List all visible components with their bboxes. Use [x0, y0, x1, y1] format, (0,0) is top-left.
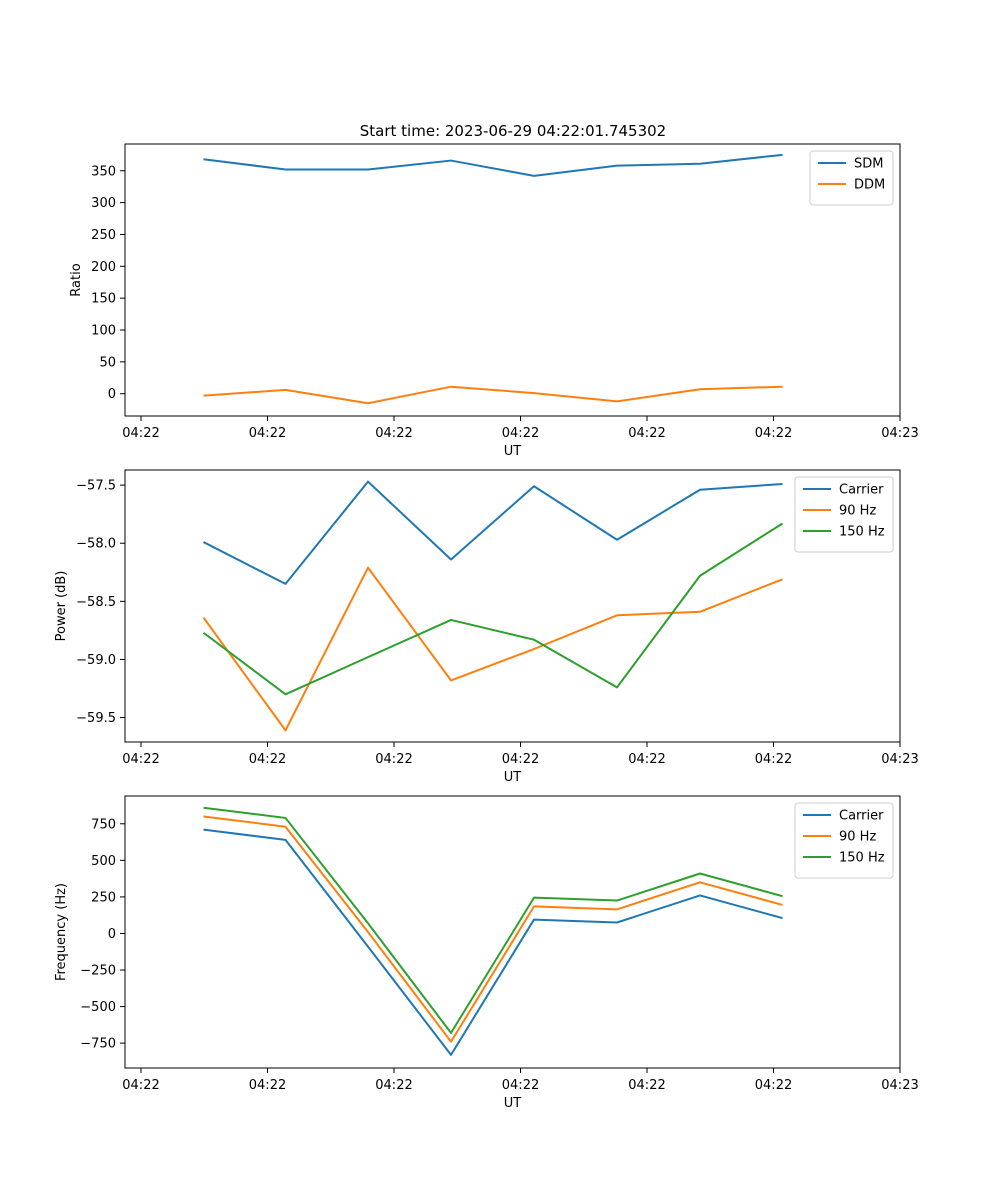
x-tick-label: 04:22	[375, 752, 412, 767]
x-tick-label: 04:22	[755, 1078, 792, 1093]
x-tick-label: 04:22	[375, 426, 412, 441]
x-tick-label: 04:23	[881, 1078, 918, 1093]
legend-label: Carrier	[839, 483, 884, 498]
plot-area	[125, 470, 900, 742]
legend-box	[794, 476, 894, 553]
x-tick-label: 04:23	[881, 752, 918, 767]
y-tick-label: −750	[80, 1037, 116, 1052]
y-tick-label: −250	[80, 964, 116, 979]
x-tick-label: 04:22	[249, 752, 286, 767]
x-tick-label: 04:22	[628, 752, 665, 767]
x-tick-label: 04:22	[755, 752, 792, 767]
series-line-carrier	[203, 480, 783, 585]
y-tick-label: 250	[91, 228, 116, 243]
series-line-90-hz	[203, 815, 783, 1043]
legend: Carrier 90 Hz 150 Hz	[794, 802, 894, 879]
series-line-carrier	[203, 828, 783, 1056]
x-tick-label: 04:22	[122, 752, 159, 767]
y-axis-label: Frequency (Hz)	[54, 883, 69, 981]
y-tick-label: 500	[91, 854, 116, 869]
series-lines	[203, 153, 783, 405]
y-tick-label: 0	[108, 927, 116, 942]
x-tick-label: 04:22	[249, 1078, 286, 1093]
legend-label: 90 Hz	[839, 830, 876, 845]
x-tick-label: 04:22	[502, 752, 539, 767]
y-tick-label: 50	[99, 355, 116, 370]
legend-box	[794, 802, 894, 879]
series-line-150-hz	[203, 806, 783, 1034]
subplot-group: 04:22 04:22 04:22 04:22 04:22 04:22 04:23 0 50 10…	[54, 143, 919, 1111]
x-tick-label: 04:22	[249, 426, 286, 441]
legend: Carrier 90 Hz 150 Hz	[794, 476, 894, 553]
plot-area	[125, 144, 900, 416]
x-tick-label: 04:22	[122, 1078, 159, 1093]
y-tick-label: 0	[108, 387, 116, 402]
x-tick-label: 04:22	[122, 426, 159, 441]
x-tick-label: 04:22	[502, 1078, 539, 1093]
series-line-ddm	[203, 385, 783, 405]
y-axis-label: Ratio	[69, 263, 84, 296]
x-axis-label: UT	[504, 770, 522, 785]
y-tick-label: 750	[91, 817, 116, 832]
y-tick-label: 150	[91, 292, 116, 307]
axes-frame	[124, 469, 901, 743]
subplot-3: 04:22 04:22 04:22 04:22 04:22 04:22 04:23 −750 −…	[54, 795, 919, 1111]
series-line-150-hz	[202, 522, 784, 696]
x-tick-label: 04:22	[502, 426, 539, 441]
y-tick-label: 200	[91, 260, 116, 275]
legend-box	[809, 150, 894, 206]
y-tick-label: 300	[91, 196, 116, 211]
legend-label: 150 Hz	[839, 525, 885, 540]
y-tick-label: −58.5	[76, 595, 116, 610]
x-tick-label: 04:22	[628, 1078, 665, 1093]
axes-frame	[124, 143, 901, 417]
figure-title: Start time: 2023-06-29 04:22:01.745302	[360, 122, 666, 140]
legend: SDM DDM	[809, 150, 894, 206]
x-tick-label: 04:22	[628, 426, 665, 441]
y-tick-label: 100	[91, 324, 116, 339]
x-tick-label: 04:22	[375, 1078, 412, 1093]
y-tick-label: −59.0	[76, 653, 116, 668]
x-tick-label: 04:22	[755, 426, 792, 441]
x-axis-label: UT	[504, 444, 522, 459]
series-line-sdm	[203, 153, 783, 177]
y-axis-label: Power (dB)	[54, 571, 69, 642]
x-axis-label: UT	[504, 1096, 522, 1111]
legend-label: Carrier	[839, 809, 884, 824]
y-tick-label: −57.5	[76, 479, 116, 494]
y-tick-label: 350	[91, 164, 116, 179]
subplot-2: 04:22 04:22 04:22 04:22 04:22 04:22 04:23 −59.5…	[54, 469, 919, 785]
y-tick-label: −58.0	[76, 537, 116, 552]
y-tick-label: −59.5	[76, 711, 116, 726]
legend-label: 90 Hz	[839, 504, 876, 519]
x-tick-label: 04:23	[881, 426, 918, 441]
subplot-1: 04:22 04:22 04:22 04:22 04:22 04:22 04:23 0 50 10…	[69, 143, 919, 459]
legend-label: SDM	[854, 157, 883, 172]
axes-frame	[124, 795, 901, 1069]
series-lines	[202, 480, 784, 732]
y-tick-label: 250	[91, 890, 116, 905]
series-lines	[203, 806, 783, 1056]
series-line-90-hz	[202, 566, 783, 732]
legend-label: 150 Hz	[839, 851, 885, 866]
y-tick-label: −500	[80, 1000, 116, 1015]
legend-label: DDM	[854, 178, 885, 193]
